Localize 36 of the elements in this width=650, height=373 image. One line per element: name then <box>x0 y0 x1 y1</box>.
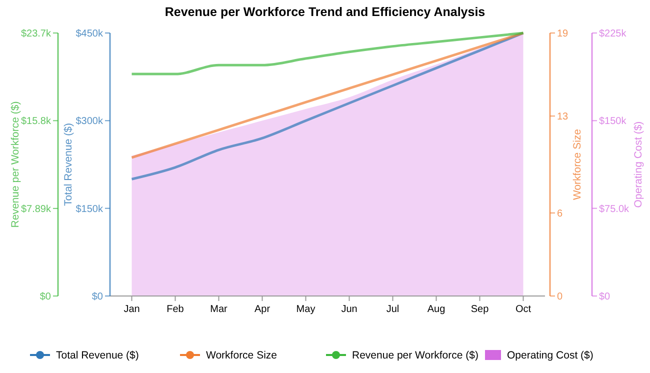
x-tick-label: Jun <box>341 304 358 315</box>
y-tick-label: $450k <box>76 28 104 40</box>
y2-tick-label: 6 <box>557 208 563 220</box>
y3-axis-title: Operating Cost ($) <box>632 121 645 208</box>
y3-tick-label: $225k <box>599 28 628 40</box>
y-tick-label: $15.8k <box>20 116 52 128</box>
line-series <box>130 32 524 76</box>
x-tick-label: Sep <box>470 304 490 315</box>
legend-label: Workforce Size <box>206 350 278 362</box>
y2-tick-label: 13 <box>557 112 569 123</box>
y3-tick-label: $150k <box>599 116 628 128</box>
x-tick-label: Jan <box>124 304 140 315</box>
y-axis-title: Revenue per Workforce ($) <box>10 101 22 228</box>
y-tick-label: $150k <box>76 204 104 215</box>
legend-label: Total Revenue ($) <box>56 350 139 362</box>
y-tick-label: $0 <box>92 292 104 302</box>
y-tick-label: $7.89k <box>20 204 52 215</box>
y3-tick-label: $0 <box>599 292 611 302</box>
x-tick-label: Jul <box>386 304 400 315</box>
y2-tick-label: 0 <box>557 292 563 302</box>
x-tick-label: Apr <box>254 304 271 315</box>
chart-title: Revenue per Workforce Trend and Efficiency Analysis <box>164 5 486 19</box>
y-tick-label: $300k <box>76 116 104 128</box>
y2-axis-title: Workforce Size <box>572 128 584 200</box>
legend-label: Revenue per Workforce ($) <box>352 350 478 362</box>
x-tick-label: Mar <box>210 304 228 315</box>
y-tick-label: $0 <box>40 292 52 302</box>
legend-label: Operating Cost ($) <box>507 350 594 362</box>
x-tick-label: Aug <box>427 304 446 315</box>
x-tick-label: May <box>296 304 316 315</box>
x-tick-label: Feb <box>166 304 184 315</box>
y-tick-label: $23.7k <box>20 28 52 40</box>
y3-tick-label: $75.0k <box>599 204 630 215</box>
y-axis-title: Total Revenue ($) <box>62 123 75 206</box>
x-tick-label: Oct <box>515 304 532 315</box>
y2-tick-label: 19 <box>557 28 569 40</box>
